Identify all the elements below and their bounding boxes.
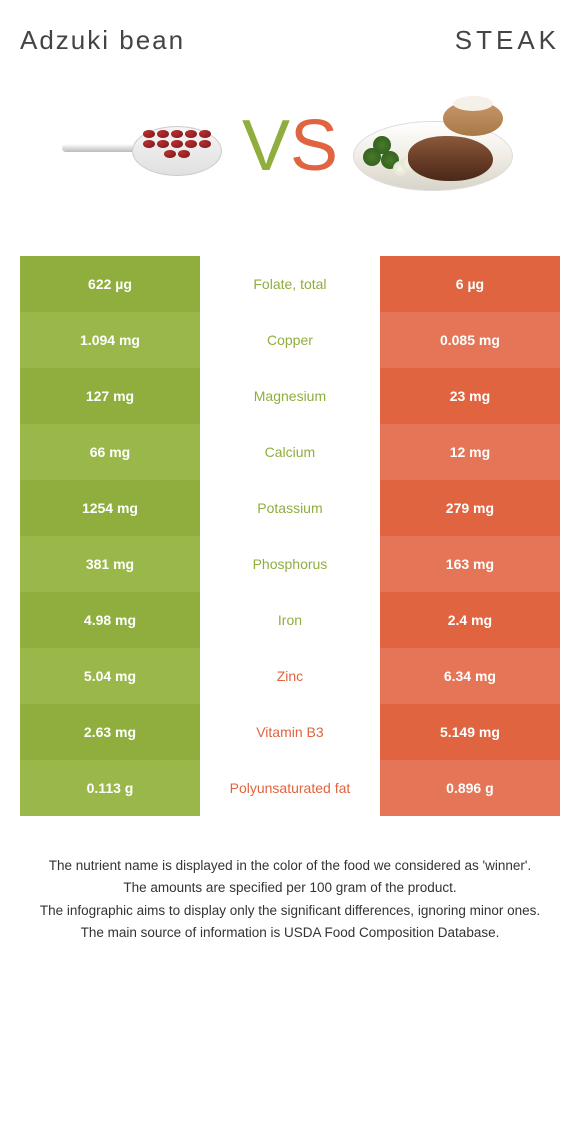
value-right: 279 mg — [380, 480, 560, 536]
vs-label: VS — [242, 105, 338, 187]
steak-plate-icon — [348, 96, 518, 196]
value-left: 127 mg — [20, 368, 200, 424]
spoon-icon — [62, 116, 232, 176]
nutrient-row: 127 mgMagnesium23 mg — [20, 368, 560, 424]
nutrient-row: 381 mgPhosphorus163 mg — [20, 536, 560, 592]
nutrient-name: Copper — [200, 312, 380, 368]
value-right: 23 mg — [380, 368, 560, 424]
nutrient-name: Phosphorus — [200, 536, 380, 592]
value-left: 2.63 mg — [20, 704, 200, 760]
footer-notes: The nutrient name is displayed in the co… — [20, 856, 560, 943]
value-left: 0.113 g — [20, 760, 200, 816]
value-right: 0.896 g — [380, 760, 560, 816]
title-right: STEAK — [455, 25, 560, 56]
value-left: 1254 mg — [20, 480, 200, 536]
title-left: Adzuki bean — [20, 25, 185, 56]
nutrient-table: 622 µgFolate, total6 µg1.094 mgCopper0.0… — [20, 256, 560, 816]
value-right: 5.149 mg — [380, 704, 560, 760]
nutrient-row: 4.98 mgIron2.4 mg — [20, 592, 560, 648]
nutrient-row: 2.63 mgVitamin B35.149 mg — [20, 704, 560, 760]
value-right: 0.085 mg — [380, 312, 560, 368]
nutrient-name: Zinc — [200, 648, 380, 704]
nutrient-name: Magnesium — [200, 368, 380, 424]
value-left: 5.04 mg — [20, 648, 200, 704]
value-left: 622 µg — [20, 256, 200, 312]
value-right: 12 mg — [380, 424, 560, 480]
nutrient-name: Vitamin B3 — [200, 704, 380, 760]
header: Adzuki bean STEAK — [20, 25, 560, 56]
value-right: 6 µg — [380, 256, 560, 312]
footer-line-2: The amounts are specified per 100 gram o… — [35, 878, 545, 898]
value-left: 381 mg — [20, 536, 200, 592]
vs-v: V — [242, 105, 290, 187]
value-right: 163 mg — [380, 536, 560, 592]
footer-line-4: The main source of information is USDA F… — [35, 923, 545, 943]
nutrient-name: Polyunsaturated fat — [200, 760, 380, 816]
value-right: 6.34 mg — [380, 648, 560, 704]
nutrient-row: 1.094 mgCopper0.085 mg — [20, 312, 560, 368]
value-left: 4.98 mg — [20, 592, 200, 648]
value-left: 1.094 mg — [20, 312, 200, 368]
nutrient-name: Potassium — [200, 480, 380, 536]
food-image-right — [348, 96, 518, 196]
nutrient-row: 1254 mgPotassium279 mg — [20, 480, 560, 536]
nutrient-name: Calcium — [200, 424, 380, 480]
footer-line-1: The nutrient name is displayed in the co… — [35, 856, 545, 876]
vs-s: S — [290, 105, 338, 187]
value-left: 66 mg — [20, 424, 200, 480]
vs-row: VS — [20, 96, 560, 196]
nutrient-row: 0.113 gPolyunsaturated fat0.896 g — [20, 760, 560, 816]
food-image-left — [62, 96, 232, 196]
nutrient-name: Folate, total — [200, 256, 380, 312]
footer-line-3: The infographic aims to display only the… — [35, 901, 545, 921]
nutrient-row: 66 mgCalcium12 mg — [20, 424, 560, 480]
nutrient-row: 622 µgFolate, total6 µg — [20, 256, 560, 312]
infographic-container: Adzuki bean STEAK VS — [0, 0, 580, 970]
nutrient-row: 5.04 mgZinc6.34 mg — [20, 648, 560, 704]
value-right: 2.4 mg — [380, 592, 560, 648]
nutrient-name: Iron — [200, 592, 380, 648]
